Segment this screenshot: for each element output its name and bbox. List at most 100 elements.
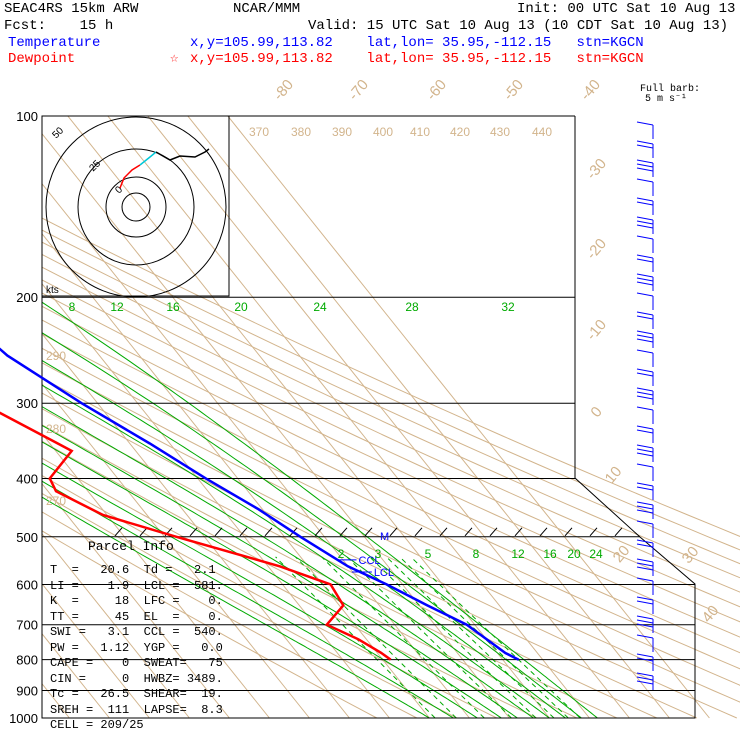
dry-adiabat-line <box>42 362 740 703</box>
wind-barb-flag <box>636 372 654 377</box>
wind-barb-flag <box>636 273 654 278</box>
wind-barb-flag <box>636 224 654 229</box>
pressure-tick-label: 300 <box>16 396 38 411</box>
theta-label: 430 <box>490 125 510 139</box>
isotherm-label: -40 <box>577 76 604 104</box>
wind-barb-flag <box>636 676 654 681</box>
wind-barb-flag <box>636 566 654 571</box>
dry-adiabat-line <box>42 530 378 719</box>
theta-label: 280 <box>46 422 66 436</box>
hodograph-mid-segment <box>139 151 157 166</box>
mixing-ratio-line <box>410 556 581 719</box>
temperature-location: x,y=105.99,113.82 lat,lon= 35.95,-112.15… <box>190 35 644 51</box>
isotherm-label: -10 <box>583 316 610 344</box>
theta-label: 390 <box>332 125 352 139</box>
center-title: NCAR/MMM <box>233 1 301 17</box>
level-hatch <box>339 527 348 537</box>
isotherm-line <box>42 132 510 719</box>
parcel-info-row: LI = 1.9 LCL = 581. <box>50 578 223 593</box>
wind-barb-flag <box>636 315 654 320</box>
moist-adiabat-label: 12 <box>110 300 124 314</box>
level-hatch <box>589 527 598 537</box>
wind-barb-flag <box>636 254 654 259</box>
wind-barb <box>636 501 654 519</box>
parcel-info-row: SWI = 3.1 CCL = 540. <box>50 625 223 639</box>
wind-barb <box>636 140 654 158</box>
isotherm-label: -50 <box>500 76 527 104</box>
theta-label: 440 <box>532 125 552 139</box>
moist-adiabat-label: 28 <box>405 300 419 314</box>
level-hatch <box>389 527 398 537</box>
level-hatch <box>614 527 623 537</box>
parcel-info-row: Tc = 26.5 SHEAR= 19. <box>50 687 223 701</box>
level-hatch <box>364 527 373 537</box>
wind-barb-flag <box>636 577 654 582</box>
hodograph-upper-segment <box>155 148 210 161</box>
wind-barb <box>636 463 654 481</box>
wind-barb-flag <box>636 444 654 449</box>
hodograph-ring <box>45 116 227 298</box>
wind-barb-flag <box>636 539 654 544</box>
pressure-tick-label: 400 <box>16 471 38 486</box>
parcel-info-row: PW = 1.12 YGP = 0.0 <box>50 640 223 655</box>
isotherm-line <box>42 282 390 719</box>
parcel-info-row: CIN = 0 HWBZ= 3489. <box>50 671 223 686</box>
parcel-info-row: CELL = 209/25 <box>50 718 144 732</box>
wind-barb-flag <box>636 167 654 172</box>
wind-barb-flag <box>636 349 654 354</box>
wind-barb-flag <box>636 509 654 514</box>
wind-barb-flag <box>636 448 654 453</box>
wind-barb-flag <box>636 395 654 400</box>
wind-barb <box>636 349 654 367</box>
wind-barb <box>636 311 654 329</box>
wind-barb-flag <box>636 482 654 487</box>
parcel-info-row: SREH = 111 LAPSE= 8.3 <box>50 702 223 717</box>
parcel-info-row: K = 18 LFC = 0. <box>50 594 223 608</box>
wind-barb-flag <box>636 634 654 639</box>
dry-adiabat-line <box>42 511 418 719</box>
wind-barb-flag <box>636 562 654 567</box>
parcel-info-title: Parcel Info <box>88 539 174 554</box>
parcel-info-row: T = 20.6 Td = 2.1 <box>50 563 216 577</box>
wind-barb <box>636 330 654 348</box>
level-hatch <box>489 527 498 537</box>
barb-legend-title: Full barb: <box>640 84 701 95</box>
wind-barb-flag <box>636 216 654 221</box>
wind-barb-flag <box>636 197 654 202</box>
pressure-tick-label: 600 <box>16 577 38 592</box>
isotherm-label: 0 <box>587 403 605 420</box>
wind-barb-flag <box>636 281 654 286</box>
wind-barb-flag <box>636 429 654 434</box>
hodograph-ring <box>105 176 167 238</box>
isotherm-label: 10 <box>602 463 626 487</box>
pressure-tick-label: 500 <box>16 530 38 545</box>
parcel-info-row: CAPE = 0 SWEAT= 75 <box>50 656 223 670</box>
dry-adiabat-line <box>42 408 658 719</box>
wind-barb-flag <box>636 334 654 339</box>
forecast-hour: Fcst: 15 h <box>4 18 114 34</box>
pressure-tick-label: 900 <box>16 683 38 698</box>
mixing-ratio-label: 8 <box>473 547 480 561</box>
isotherm-line <box>187 116 670 719</box>
theta-label: 370 <box>249 125 269 139</box>
dry-adiabat-line <box>42 217 740 537</box>
lcl-label: LCL <box>374 567 394 579</box>
hodograph-ring <box>77 148 195 266</box>
wind-barb-flag <box>636 501 654 506</box>
wind-barb-flag <box>636 672 654 677</box>
mixing-ratio-label: 16 <box>543 547 557 561</box>
wind-barb-flag <box>636 121 654 126</box>
wind-barb <box>636 216 654 234</box>
dry-adiabat-line <box>42 305 740 638</box>
wind-barb <box>636 596 654 614</box>
m-label: M <box>380 531 389 543</box>
moist-adiabat-label: 24 <box>313 300 327 314</box>
isotherm-line <box>42 532 190 719</box>
ccl-label: CCL <box>359 555 381 567</box>
theta-label: 380 <box>291 125 311 139</box>
level-hatch <box>539 527 548 537</box>
dry-adiabat-line <box>42 229 740 551</box>
wind-barb <box>636 121 654 139</box>
moist-adiabat-label: 20 <box>234 300 248 314</box>
